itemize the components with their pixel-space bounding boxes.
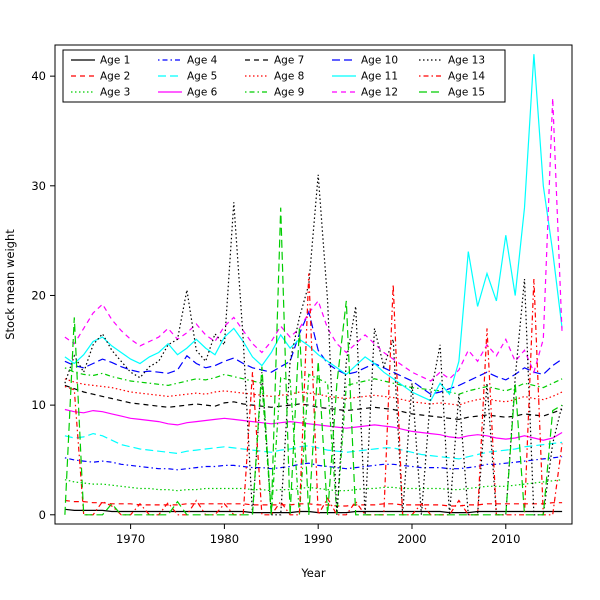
series-line-age-1 xyxy=(64,508,563,514)
series-line-age-6 xyxy=(64,408,563,441)
y-tick-label: 40 xyxy=(31,69,46,83)
y-tick-label: 30 xyxy=(31,179,46,193)
series-line-age-14 xyxy=(64,273,563,517)
legend-label: Age 12 xyxy=(361,87,398,99)
x-tick-label: 1990 xyxy=(304,532,333,546)
x-axis-title: Year xyxy=(300,566,326,580)
legend-label: Age 13 xyxy=(448,55,485,67)
y-tick-label: 20 xyxy=(31,288,46,302)
series-line-age-9 xyxy=(64,367,563,515)
y-tick-label: 0 xyxy=(39,508,46,522)
legend-label: Age 11 xyxy=(361,71,398,83)
x-tick-label: 2000 xyxy=(397,532,426,546)
legend-label: Age 15 xyxy=(448,87,485,99)
x-tick-label: 1980 xyxy=(210,532,239,546)
legend-label: Age 4 xyxy=(187,55,218,67)
legend-label: Age 6 xyxy=(187,87,218,99)
legend-label: Age 7 xyxy=(274,55,304,67)
legend-label: Age 1 xyxy=(100,55,130,67)
series-line-age-11 xyxy=(64,54,563,402)
y-tick-label: 10 xyxy=(31,398,46,412)
series-line-age-5 xyxy=(64,432,563,460)
series-line-age-3 xyxy=(64,479,563,492)
legend-label: Age 9 xyxy=(274,87,304,99)
plot-box xyxy=(54,44,573,525)
series-line-age-4 xyxy=(64,456,563,471)
x-tick-label: 2010 xyxy=(491,532,520,546)
legend-label: Age 5 xyxy=(187,71,217,83)
legend-label: Age 14 xyxy=(448,71,485,83)
series-line-age-10 xyxy=(64,310,563,395)
legend-label: Age 3 xyxy=(100,87,130,99)
x-tick-label: 1970 xyxy=(116,532,145,546)
y-axis-title: Stock mean weight xyxy=(3,229,17,340)
legend-label: Age 8 xyxy=(274,71,304,83)
legend-label: Age 10 xyxy=(361,55,398,67)
legend-box xyxy=(62,49,506,103)
series-line-age-7 xyxy=(64,384,563,421)
legend-label: Age 2 xyxy=(100,71,130,83)
series-line-age-2 xyxy=(64,499,563,507)
series-line-age-8 xyxy=(64,378,563,406)
series-line-age-15 xyxy=(64,207,563,516)
